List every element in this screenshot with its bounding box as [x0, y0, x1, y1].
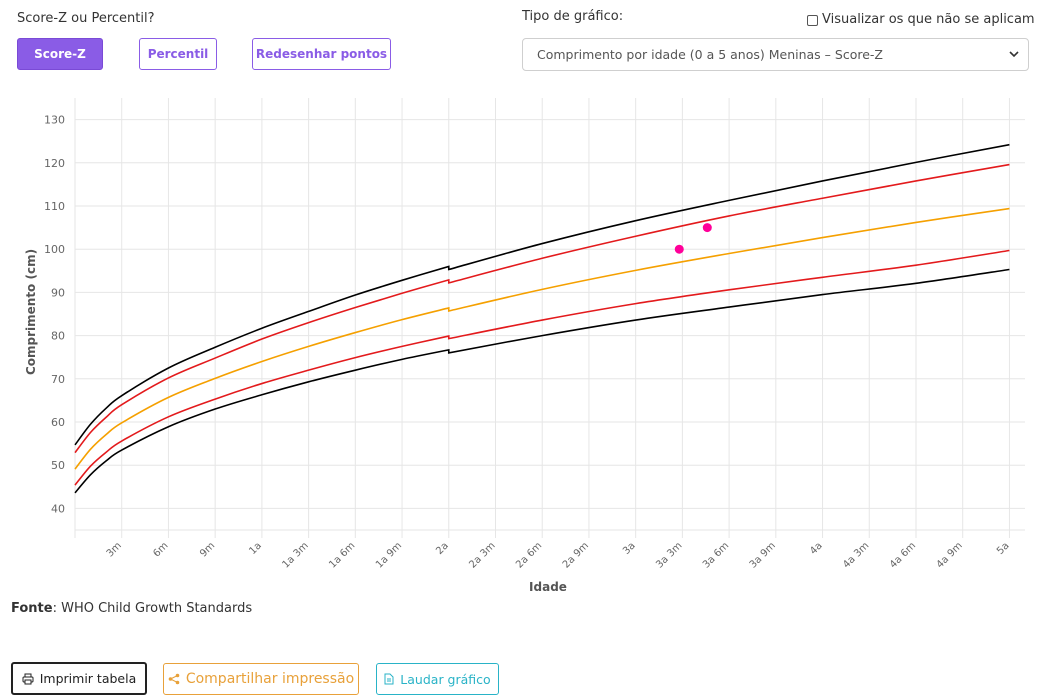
redesenhar-pontos-button[interactable]: Redesenhar pontos: [252, 38, 391, 70]
source-note: Fonte: WHO Child Growth Standards: [11, 601, 252, 616]
y-axis-label: Comprimento (cm): [24, 249, 38, 375]
x-tick-label: 1a: [247, 540, 264, 557]
y-tick-label: 70: [51, 373, 65, 386]
laudar-grafico-button[interactable]: Laudar gráfico: [376, 663, 499, 695]
x-tick-label: 2a 3m: [467, 540, 497, 570]
x-tick-label: 4a 9m: [935, 540, 965, 570]
x-tick-label: 4a 3m: [841, 540, 871, 570]
growth-chart: 40 50 60 70 80 90 100 110 120 130 3m 6m 9m 1a 1a 3m 1a…: [0, 80, 1043, 600]
y-tick-label: 100: [44, 243, 65, 256]
x-tick-labels: 3m 6m 9m 1a 1a 3m 1a 6m 1a 9m 2a 2a 3m 2a 6m 2a 9m…: [105, 540, 1012, 570]
y-tick-label: 130: [44, 114, 65, 127]
score-z-button[interactable]: Score-Z: [17, 38, 103, 70]
x-tick-label: 4a: [808, 540, 825, 557]
chart-type-value: Comprimento por idade (0 a 5 anos) Menin…: [537, 47, 883, 62]
share-icon: [168, 673, 180, 685]
measurement-point: [703, 223, 712, 232]
x-tick-label: 3a 9m: [748, 540, 778, 570]
x-tick-label: 3a 3m: [654, 540, 684, 570]
x-tick-label: 2a 6m: [514, 540, 544, 570]
document-icon: [384, 673, 394, 685]
y-tick-label: 80: [51, 330, 65, 343]
tipo-grafico-label: Tipo de gráfico:: [522, 9, 623, 24]
y-tick-labels: 40 50 60 70 80 90 100 110 120 130: [44, 114, 65, 516]
x-tick-label: 1a 9m: [374, 540, 404, 570]
x-axis-label: Idade: [529, 580, 567, 594]
chart-type-select[interactable]: Comprimento por idade (0 a 5 anos) Menin…: [522, 38, 1029, 71]
percentil-button[interactable]: Percentil: [139, 38, 217, 70]
chevron-down-icon: [1008, 48, 1020, 60]
x-tick-label: 5a: [995, 540, 1012, 557]
question-label: Score-Z ou Percentil?: [17, 11, 155, 26]
imprimir-label: Imprimir tabela: [40, 671, 137, 686]
source-bold: Fonte: [11, 601, 53, 616]
x-tick-label: 6m: [151, 540, 170, 559]
x-tick-label: 4a 6m: [888, 540, 918, 570]
nao-aplicam-label: Visualizar os que não se aplicam: [822, 12, 1035, 27]
y-tick-label: 50: [51, 459, 65, 472]
nao-aplicam-checkbox[interactable]: [807, 15, 818, 26]
y-tick-label: 110: [44, 200, 65, 213]
y-tick-label: 60: [51, 416, 65, 429]
x-tick-label: 2a: [434, 540, 451, 557]
x-tick-label: 3m: [105, 540, 124, 559]
compartilhar-label: Compartilhar impressão: [186, 671, 354, 687]
x-tick-label: 9m: [198, 540, 217, 559]
x-tick-label: 3a: [621, 540, 638, 557]
y-tick-label: 120: [44, 157, 65, 170]
laudar-label: Laudar gráfico: [400, 672, 490, 687]
x-tick-label: 2a 9m: [561, 540, 591, 570]
measurement-point: [675, 245, 684, 254]
y-tick-label: 40: [51, 502, 65, 515]
y-tick-label: 90: [51, 286, 65, 299]
x-tick-label: 1a 6m: [327, 540, 357, 570]
imprimir-tabela-button[interactable]: Imprimir tabela: [11, 662, 147, 695]
source-text: : WHO Child Growth Standards: [53, 601, 253, 616]
compartilhar-impressao-button[interactable]: Compartilhar impressão: [163, 663, 359, 695]
x-tick-label: 1a 3m: [280, 540, 310, 570]
x-tick-label: 3a 6m: [701, 540, 731, 570]
printer-icon: [22, 673, 34, 685]
